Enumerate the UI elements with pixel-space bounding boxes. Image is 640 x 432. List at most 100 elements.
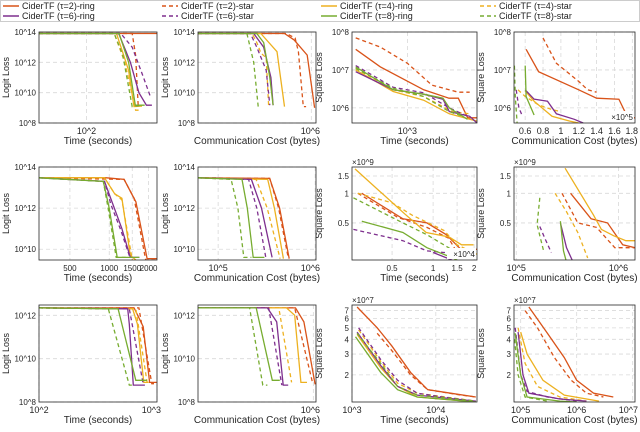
- x-tick-label: 2: [472, 264, 477, 273]
- series-line-5: [432, 251, 454, 260]
- series-line-4: [198, 307, 293, 383]
- legend-label: CiderTF (τ=4)-star: [499, 1, 572, 11]
- series-line-8: [536, 197, 545, 252]
- y-tick-label: 10^12: [14, 311, 36, 320]
- y-tick-label: 10^7: [494, 66, 512, 75]
- series-line-1: [570, 192, 635, 249]
- x-multiplier-background: [447, 248, 476, 259]
- x-tick-label: 1.4: [590, 126, 603, 136]
- x-tick-label: 10^6: [301, 126, 320, 136]
- x-tick-label: 0.8: [537, 126, 550, 136]
- series-line-3: [564, 167, 635, 242]
- x-tick-label: 1500: [123, 264, 141, 273]
- x-tick-label: 1: [558, 126, 563, 136]
- subplot: 10^3 10^6 10^7 10^8 Time (seconds) Square Los…: [314, 28, 478, 147]
- series-line-3: [354, 168, 474, 246]
- x-axis-label: Time (seconds): [64, 415, 133, 426]
- axes-box: [351, 31, 478, 124]
- series-line-8: [39, 32, 143, 108]
- series-line-6: [539, 226, 552, 253]
- series-line-7: [354, 336, 476, 402]
- plot-area: [514, 167, 635, 260]
- legend-label: CiderTF (τ=8)-ring: [340, 11, 413, 21]
- x-tick-label: 10^6: [301, 405, 320, 415]
- series-group: [39, 32, 157, 111]
- series-line-7: [524, 65, 535, 116]
- y-tick-label: 10^10: [173, 89, 195, 98]
- axes-box: [197, 31, 317, 124]
- series-group: [39, 307, 157, 386]
- y-tick-label: 4: [507, 335, 512, 344]
- y-tick-label: 10^10: [14, 89, 36, 98]
- legend-item: CiderTF (τ=2)-ring: [1, 1, 160, 11]
- y-tick-label: 4: [345, 335, 350, 344]
- y-tick-label: 10^7: [332, 66, 350, 75]
- x-tick-label: 10^6: [609, 263, 628, 273]
- series-line-2: [39, 177, 157, 260]
- series-line-2: [524, 310, 604, 398]
- series-group: [39, 177, 157, 260]
- y-multiplier-label: ×10^9: [514, 158, 536, 167]
- plot-area: [198, 32, 316, 123]
- y-tick-label: 3: [345, 350, 350, 359]
- y-tick-label: 10^8: [19, 119, 37, 128]
- x-multiplier-label: ×10^5: [611, 113, 633, 122]
- legend-label: CiderTF (τ=6)-star: [181, 11, 254, 21]
- series-line-5: [524, 89, 584, 123]
- series-line-6: [515, 89, 524, 117]
- y-tick-label: 2: [507, 371, 512, 380]
- x-axis-label: Communication Cost (bytes): [511, 415, 637, 426]
- y-tick-label: 10^6: [494, 104, 512, 113]
- series-line-4: [517, 327, 587, 402]
- series-line-8: [356, 332, 476, 402]
- y-axis-label: Logit Loss: [1, 192, 11, 234]
- legend: CiderTF (τ=2)-ring CiderTF (τ=2)-star Ci…: [0, 0, 640, 22]
- subplot: 10^3 10^4 2 3 4 567 Time (seconds) Square Loss ×…: [314, 296, 478, 426]
- series-line-3: [520, 331, 600, 402]
- y-tick-label: 0.5: [338, 219, 350, 228]
- series-line-5: [559, 222, 573, 260]
- series-line-2: [39, 32, 139, 108]
- legend-swatch-icon: [321, 15, 337, 17]
- y-tick-label: 10^8: [332, 28, 350, 37]
- y-tick-label: 3: [507, 350, 512, 359]
- x-tick-label: 10^7: [619, 405, 638, 415]
- x-tick-label: 1000: [100, 264, 118, 273]
- x-multiplier-background: [605, 111, 634, 122]
- y-tick-label: 10^8: [19, 398, 37, 407]
- axes-box: [513, 304, 636, 403]
- axes-box: [38, 304, 158, 403]
- x-tick-label: 10^6: [301, 263, 320, 273]
- subplot: 10^6 10^8 10^10 10^12 Communication Cost (by…: [160, 304, 320, 426]
- y-axis-label: Square Loss: [476, 328, 486, 379]
- x-tick-label: 10^6: [567, 405, 586, 415]
- y-tick-label: 10^8: [494, 28, 512, 37]
- legend-swatch-icon: [3, 5, 19, 7]
- series-line-7: [361, 220, 459, 260]
- x-axis-label: Time (seconds): [380, 273, 449, 284]
- axes-box: [513, 31, 636, 124]
- y-axis-label: Logit Loss: [1, 56, 11, 98]
- x-tick-label: 0.6: [519, 126, 532, 136]
- subplot: 10^2 10^3 10^8 10^10 10^12 Time (seconds) Logi…: [1, 304, 161, 426]
- series-line-4: [517, 89, 562, 113]
- series-line-7: [198, 32, 274, 106]
- legend-swatch-icon: [162, 15, 178, 17]
- y-tick-label: 7: [345, 307, 350, 316]
- y-axis-label: Logit Loss: [160, 192, 170, 234]
- axes-box: [197, 304, 317, 403]
- y-tick-label: 2: [345, 371, 350, 380]
- x-tick-label: 500: [63, 264, 77, 273]
- series-group: [355, 37, 477, 123]
- plot-area: [514, 305, 635, 402]
- axes-box: [351, 304, 478, 403]
- y-tick-label: 10^12: [14, 58, 36, 67]
- axes-box: [38, 31, 158, 124]
- series-line-1: [355, 48, 477, 119]
- series-group: [198, 307, 316, 386]
- x-tick-label: 1.2: [572, 126, 585, 136]
- x-tick-label: 1.8: [625, 126, 638, 136]
- x-axis-label: Communication Cost (bytes): [194, 136, 320, 147]
- legend-label: CiderTF (τ=2)-star: [181, 1, 254, 11]
- x-tick-label: 10^2: [77, 126, 96, 136]
